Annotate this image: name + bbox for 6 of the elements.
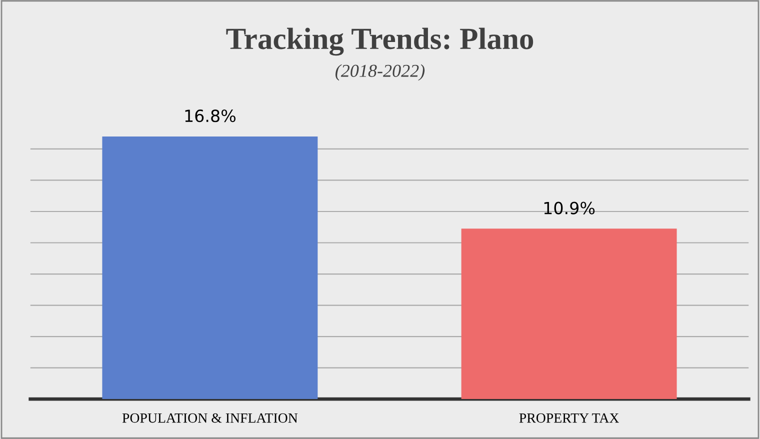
chart-subtitle: (2018-2022) bbox=[336, 64, 425, 81]
x-tick-label: POPULATION & INFLATION bbox=[122, 413, 298, 423]
data-label: 10.9% bbox=[544, 202, 595, 214]
chart-title: Tracking Trends: Plano bbox=[226, 28, 534, 56]
data-label: 16.8% bbox=[185, 110, 236, 122]
x-tick-label: PROPERTY TAX bbox=[519, 413, 619, 423]
